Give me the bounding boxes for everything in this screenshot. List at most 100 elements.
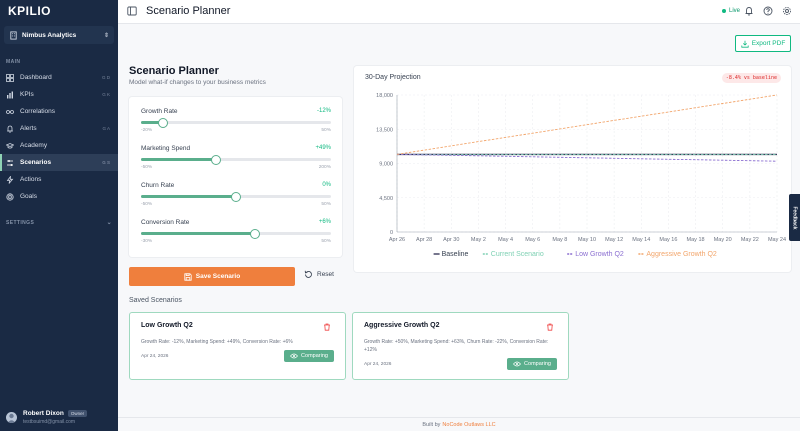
section-label-settings: SETTINGS: [6, 219, 35, 226]
workspace-switcher[interactable]: Nimbus Analytics ⇕: [4, 26, 114, 44]
sidebar-item-actions[interactable]: Actions: [0, 171, 118, 188]
topbar: Scenario Planner Live: [118, 0, 800, 24]
slider-max: 50%: [321, 239, 331, 244]
variance-badge: -8.4% vs baseline: [721, 73, 781, 83]
footer-brand-link[interactable]: NoCode Outlaws LLC: [442, 421, 496, 428]
slider-thumb[interactable]: [250, 228, 260, 239]
building-icon: [10, 30, 17, 40]
avatar: [6, 412, 17, 423]
comparing-label: Comparing: [524, 361, 551, 367]
shortcut-hint: G D: [101, 75, 110, 80]
x-tick-label: May 10: [578, 237, 596, 243]
slider-min: -50%: [141, 165, 153, 170]
settings-section-toggle[interactable]: SETTINGS ⌄: [6, 219, 112, 227]
projection-chart: 0 4,500 9,000 13,500 18,000 Apr 26 Apr 28 Apr 3…: [376, 93, 786, 258]
sidebar-item-dashboard[interactable]: Dashboard G D: [0, 69, 118, 86]
legend-entry: Current Scenario: [491, 251, 544, 258]
live-label: Live: [729, 8, 741, 14]
bell-icon[interactable]: [744, 6, 754, 16]
slider-track[interactable]: [141, 117, 331, 128]
reset-button[interactable]: Reset: [304, 270, 334, 279]
lightning-icon: [6, 175, 14, 184]
slider-max: 200%: [318, 165, 331, 170]
bell-icon: [7, 125, 13, 133]
section-label-main: MAIN: [6, 59, 21, 65]
slider-track[interactable]: [141, 154, 331, 165]
trash-icon[interactable]: [546, 323, 554, 331]
shortcut-hint: G K: [102, 92, 110, 97]
sidebar-nav: Dashboard G D KPIs G K Correlations Aler…: [0, 69, 118, 205]
save-scenario-button[interactable]: Save Scenario: [129, 267, 295, 286]
shortcut-hint: G A: [102, 126, 110, 131]
slider-label: Churn Rate: [141, 182, 175, 189]
sidebar-item-label: Actions: [20, 176, 42, 183]
sidebar-item-scenarios[interactable]: Scenarios G S: [0, 154, 118, 171]
page-title: Scenario Planner: [146, 5, 231, 17]
sidebar-toggle-icon[interactable]: [127, 6, 137, 16]
eye-icon: [513, 361, 522, 367]
x-tick-label: May 24: [768, 237, 786, 243]
saved-scenario-card[interactable]: Aggressive Growth Q2 Growth Rate: +50%, …: [352, 312, 569, 380]
slider-range: -30% 50%: [141, 239, 331, 244]
slider-value: -12%: [316, 108, 331, 114]
save-icon: [184, 272, 192, 281]
user-profile[interactable]: Robert Dixon Owner testbsuimd@gmail.com: [6, 410, 88, 425]
slider-value: 0%: [322, 182, 331, 188]
slider-max: 50%: [321, 128, 331, 133]
help-icon[interactable]: [763, 6, 773, 16]
x-tick-label: Apr 26: [389, 237, 405, 243]
scenario-sliders-card: Growth Rate -12% -20% 50% Marketing Spend…: [129, 97, 342, 257]
slider-thumb[interactable]: [231, 191, 241, 202]
role-badge: Owner: [67, 410, 88, 417]
chevron-updown-icon: ⇕: [103, 32, 109, 39]
saved-scenario-date: Apr 24, 2026: [364, 362, 392, 367]
export-pdf-button[interactable]: Export PDF: [735, 35, 791, 52]
slider-churn-rate: Churn Rate 0% -50% 50%: [141, 182, 331, 207]
app-logo[interactable]: KPILIO: [8, 4, 52, 18]
sidebar-item-kpis[interactable]: KPIs G K: [0, 86, 118, 103]
series-line: [396, 94, 778, 155]
download-icon: [741, 40, 749, 48]
saved-scenario-date: Apr 24, 2026: [141, 354, 169, 359]
saved-scenario-card[interactable]: Low Growth Q2 Growth Rate: -12%, Marketi…: [129, 312, 346, 380]
saved-scenarios-label: Saved Scenarios: [129, 297, 182, 304]
saved-scenario-name: Low Growth Q2: [141, 322, 193, 329]
trash-icon[interactable]: [323, 323, 331, 331]
y-tick-label: 18,000: [376, 93, 393, 99]
x-tick-label: May 2: [471, 237, 486, 243]
sidebar-item-correlations[interactable]: Correlations: [0, 103, 118, 120]
sidebar-item-label: Dashboard: [20, 74, 52, 81]
shortcut-hint: G S: [102, 160, 110, 165]
comparing-button[interactable]: Comparing: [507, 358, 557, 370]
sidebar-item-goals[interactable]: Goals: [0, 188, 118, 205]
slider-track[interactable]: [141, 228, 331, 239]
saved-scenario-name: Aggressive Growth Q2: [364, 322, 440, 329]
slider-fill: [141, 121, 163, 124]
scenario-title: Scenario Planner: [129, 65, 219, 77]
slider-thumb[interactable]: [211, 154, 222, 165]
scenario-subtitle: Model what-if changes to your business m…: [129, 79, 266, 86]
slider-label: Conversion Rate: [141, 219, 190, 226]
sidebar-item-alerts[interactable]: Alerts G A: [0, 120, 118, 137]
user-email: testbsuimd@gmail.com: [23, 419, 76, 425]
slider-track[interactable]: [141, 191, 331, 202]
slider-min: -50%: [141, 202, 153, 207]
user-avatar-icon: [7, 413, 16, 423]
comparing-label: Comparing: [301, 353, 328, 359]
sidebar-item-label: Correlations: [20, 108, 56, 115]
feedback-tab[interactable]: Feedback: [789, 194, 800, 241]
slider-label: Growth Rate: [141, 108, 178, 115]
eye-icon: [290, 353, 299, 359]
live-dot-icon: [722, 9, 726, 13]
x-tick-label: Apr 28: [416, 237, 432, 243]
y-tick-label: 9,000: [379, 162, 393, 168]
legend-entry: Baseline: [442, 251, 469, 258]
slider-thumb[interactable]: [157, 117, 168, 128]
gear-icon[interactable]: [782, 6, 792, 16]
comparing-button[interactable]: Comparing: [284, 350, 334, 362]
x-tick-label: May 8: [552, 237, 567, 243]
sidebar-item-academy[interactable]: Academy: [0, 137, 118, 154]
x-tick-label: May 16: [659, 237, 677, 243]
live-status: Live: [722, 8, 740, 14]
reset-icon: [304, 270, 312, 278]
